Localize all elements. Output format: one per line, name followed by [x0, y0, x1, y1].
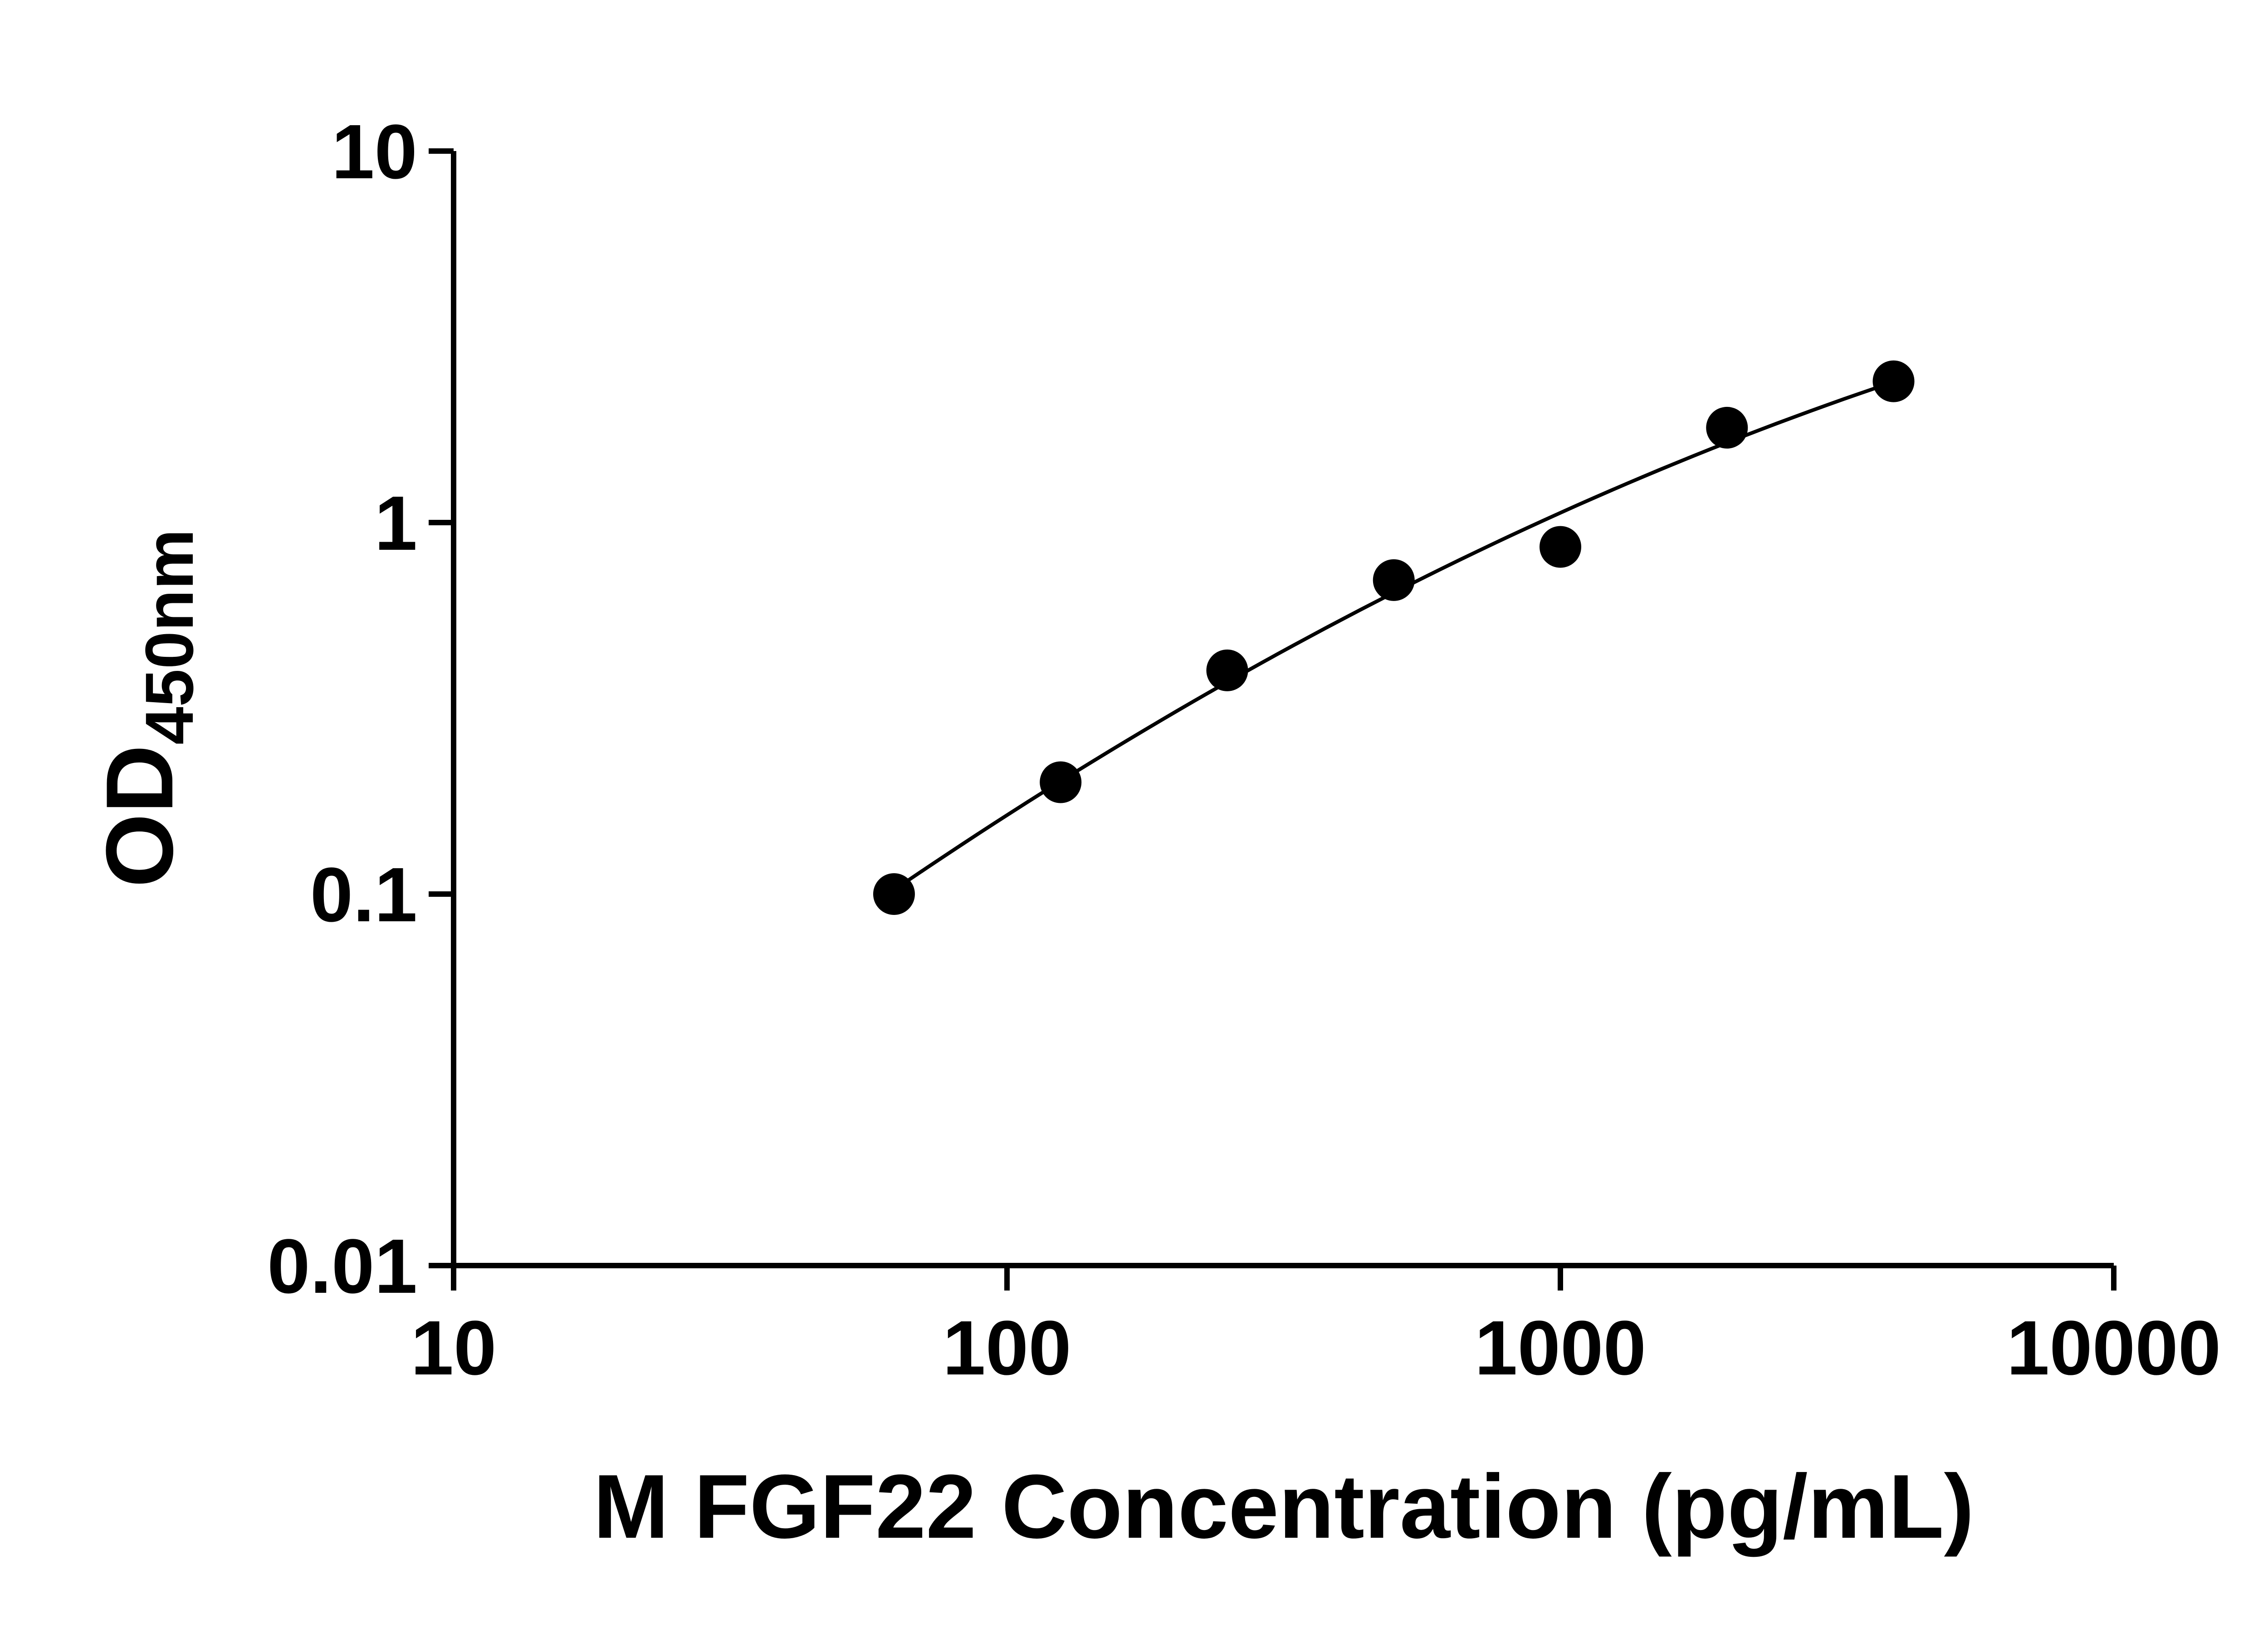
y-tick-label: 0.01 [267, 1223, 417, 1310]
y-axis-title-main: OD [86, 745, 193, 888]
y-tick-label: 10 [332, 109, 417, 195]
x-axis-title: M FGF22 Concentration (pg/mL) [593, 1456, 1974, 1557]
data-point [1872, 360, 1915, 402]
data-point [1206, 649, 1248, 691]
data-point [1373, 559, 1415, 601]
data-point [1540, 526, 1581, 568]
data-point [1706, 406, 1748, 449]
x-tick-label: 10 [411, 1305, 496, 1391]
y-axis-title-subscript: 450nm [131, 529, 207, 744]
x-tick-label: 100 [943, 1305, 1071, 1391]
x-tick-label: 10000 [2007, 1305, 2221, 1391]
x-tick-label: 1000 [1475, 1305, 1646, 1391]
y-tick-label: 1 [374, 480, 417, 567]
data-point [1040, 761, 1082, 803]
data-point [873, 873, 915, 915]
y-tick-label: 0.1 [310, 852, 417, 938]
y-axis-title: OD450nm [86, 529, 207, 887]
